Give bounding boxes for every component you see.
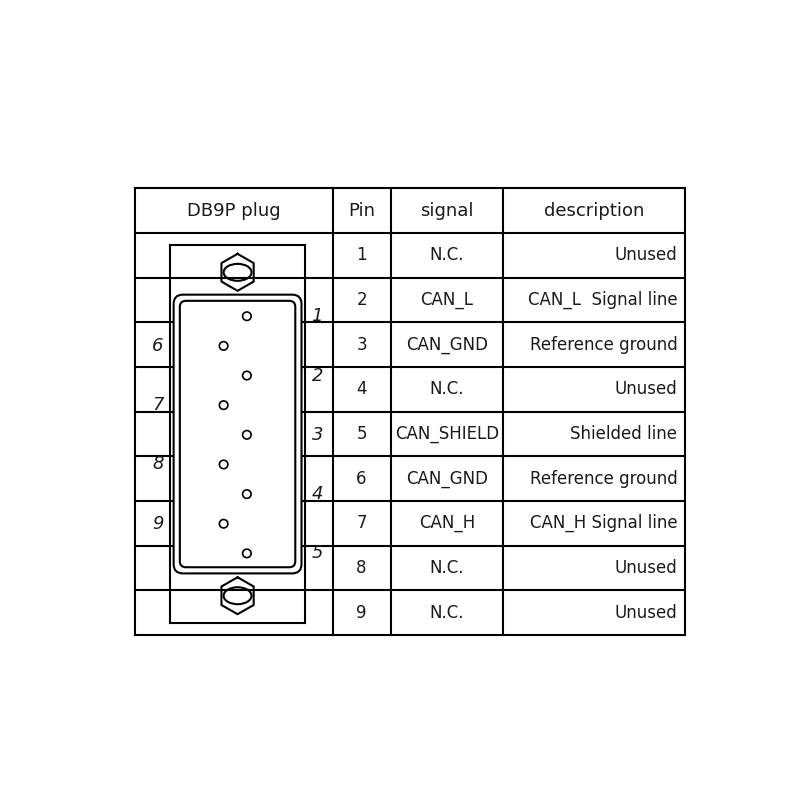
Text: Unused: Unused [614,604,678,622]
Text: Unused: Unused [614,246,678,264]
Text: Reference ground: Reference ground [530,470,678,488]
Text: CAN_L  Signal line: CAN_L Signal line [528,291,678,309]
Text: CAN_L: CAN_L [420,291,474,309]
FancyBboxPatch shape [180,301,295,567]
Text: Shielded line: Shielded line [570,425,678,443]
Text: 8: 8 [356,559,367,577]
Text: 3: 3 [311,426,323,444]
Text: signal: signal [420,202,474,220]
Text: DB9P plug: DB9P plug [187,202,281,220]
Text: Unused: Unused [614,559,678,577]
Text: 8: 8 [152,455,163,474]
Text: 7: 7 [356,514,367,532]
Text: 2: 2 [311,366,323,385]
FancyBboxPatch shape [174,294,302,574]
Text: CAN_GND: CAN_GND [406,470,488,488]
Text: Pin: Pin [348,202,375,220]
Text: 3: 3 [356,336,367,354]
Text: N.C.: N.C. [430,246,464,264]
Text: Unused: Unused [614,380,678,398]
Text: 6: 6 [152,337,163,355]
Text: description: description [544,202,644,220]
Text: N.C.: N.C. [430,604,464,622]
Text: 1: 1 [356,246,367,264]
Text: N.C.: N.C. [430,559,464,577]
Text: 6: 6 [356,470,367,488]
Text: 5: 5 [356,425,367,443]
Text: 5: 5 [311,544,323,562]
Text: 9: 9 [356,604,367,622]
Text: 4: 4 [356,380,367,398]
Text: N.C.: N.C. [430,380,464,398]
Text: CAN_GND: CAN_GND [406,336,488,354]
Text: 7: 7 [152,396,163,414]
Text: 1: 1 [311,307,323,326]
Text: CAN_H Signal line: CAN_H Signal line [530,514,678,533]
Text: Reference ground: Reference ground [530,336,678,354]
Text: CAN_H: CAN_H [418,514,475,532]
Text: 4: 4 [311,485,323,503]
Text: 2: 2 [356,291,367,309]
Text: 9: 9 [152,514,163,533]
Text: CAN_SHIELD: CAN_SHIELD [394,425,499,443]
